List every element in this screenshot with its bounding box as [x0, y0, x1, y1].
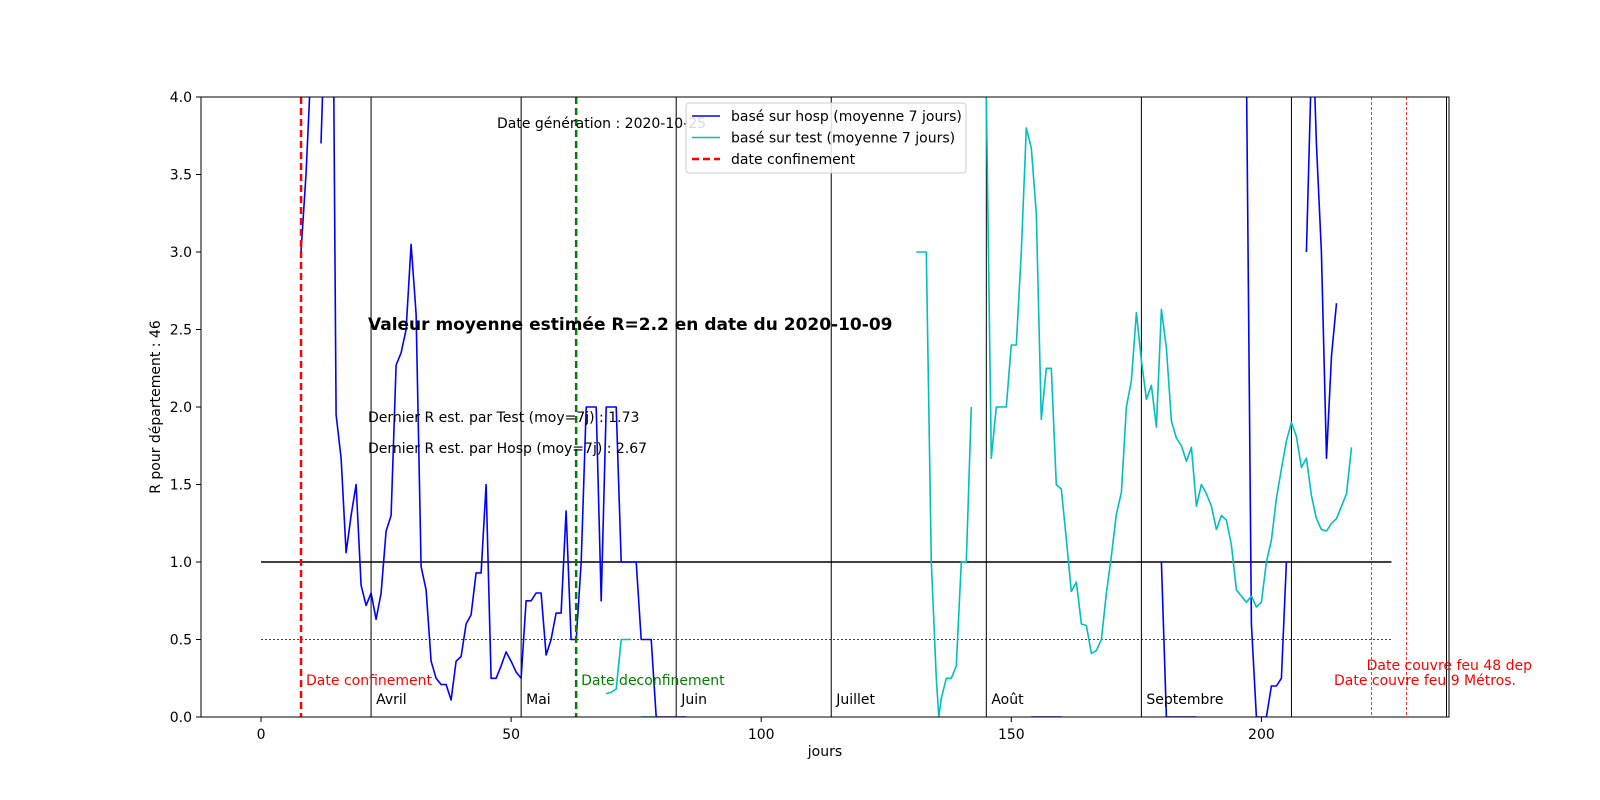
month-label: Septembre — [1146, 692, 1223, 708]
series-line-test — [605, 638, 632, 695]
series-line-hosp — [1314, 97, 1338, 460]
event-labels: Date confinement Date deconfinement Date c… — [306, 658, 1532, 689]
last-hosp-annotation: Dernier R est. par Hosp (moy=7j) : 2.67 — [368, 441, 647, 457]
y-tick-label: 2.5 — [170, 323, 192, 339]
generation-date-annotation: Date génération : 2020-10-25 — [497, 116, 706, 132]
series-line-test — [916, 251, 973, 717]
y-ticks: 0.0 0.5 1.0 1.5 2.0 2.5 3.0 3.5 4.0 — [170, 90, 201, 726]
month-label: Juin — [680, 692, 707, 708]
series-line-hosp — [333, 97, 687, 717]
legend-label-confinement: date confinement — [731, 152, 856, 168]
month-lines — [370, 97, 1447, 717]
y-tick-label: 0.5 — [170, 633, 192, 649]
y-axis-label: R pour département : 46 — [148, 320, 164, 494]
legend-label-test: basé sur test (moyenne 7 jours) — [731, 131, 955, 147]
month-label: Juillet — [835, 692, 875, 708]
plot-frame — [200, 96, 1450, 718]
x-ticks: 0 50 100 150 200 — [257, 717, 1275, 743]
event-lines — [299, 97, 1407, 717]
y-tick-label: 1.5 — [170, 478, 192, 494]
x-tick-label: 50 — [502, 727, 520, 743]
y-tick-label: 3.0 — [170, 245, 192, 261]
event-label-couvre_feu_9: Date couvre feu 9 Métros. — [1334, 673, 1516, 689]
x-tick-label: 0 — [257, 727, 266, 743]
mean-estimate-annotation: Valeur moyenne estimée R=2.2 en date du … — [368, 315, 892, 335]
last-test-annotation: Dernier R est. par Test (moy=7j) : 1.73 — [368, 410, 639, 426]
y-tick-label: 3.5 — [170, 168, 192, 184]
event-label-deconfinement: Date deconfinement — [581, 673, 725, 689]
series-line-hosp — [300, 97, 311, 253]
y-tick-label: 1.0 — [170, 555, 192, 571]
y-tick-label: 4.0 — [170, 90, 192, 106]
month-label: Août — [991, 692, 1024, 708]
series-line-hosp — [1245, 97, 1288, 717]
y-tick-label: 0.0 — [170, 710, 192, 726]
reference-lines — [261, 561, 1392, 640]
month-labels: Avril Mai Juin Juillet Août Septembre — [376, 692, 1223, 708]
legend: basé sur hosp (moyenne 7 jours) basé sur … — [685, 102, 967, 174]
month-label: Mai — [526, 692, 551, 708]
legend-label-hosp: basé sur hosp (moyenne 7 jours) — [731, 109, 962, 125]
series-line-hosp — [1160, 561, 1197, 717]
x-tick-label: 150 — [998, 727, 1025, 743]
x-axis-label: jours — [807, 744, 842, 760]
month-label: Avril — [376, 692, 407, 708]
x-tick-label: 200 — [1248, 727, 1275, 743]
series-layer — [300, 97, 1353, 717]
legend-box — [685, 102, 967, 174]
x-tick-label: 100 — [748, 727, 775, 743]
series-line-test — [985, 97, 1353, 655]
y-tick-label: 2.0 — [170, 400, 192, 416]
series-line-hosp — [1305, 97, 1312, 253]
event-label-confinement: Date confinement — [306, 673, 432, 689]
series-line-hosp — [320, 97, 324, 144]
event-label-couvre_feu_48: Date couvre feu 48 dep — [1367, 658, 1532, 674]
